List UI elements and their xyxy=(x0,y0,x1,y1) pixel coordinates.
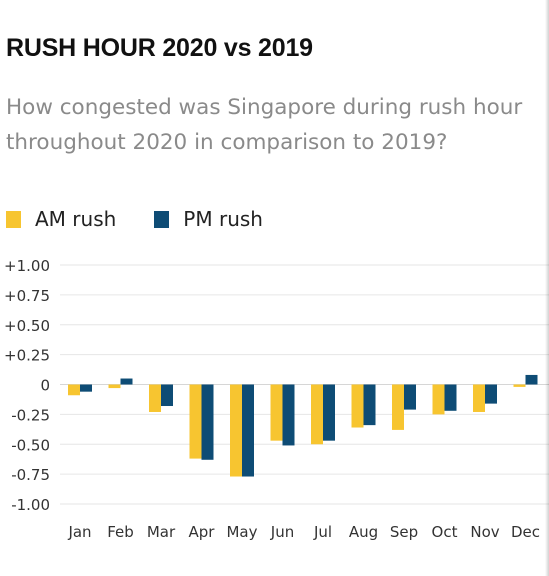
x-tick-label: Feb xyxy=(107,523,134,541)
edge-shadow xyxy=(545,0,549,576)
bar xyxy=(363,384,376,426)
bar xyxy=(149,384,161,412)
chart-title: RUSH HOUR 2020 vs 2019 xyxy=(6,34,313,62)
bar xyxy=(444,384,457,411)
bar xyxy=(513,384,526,387)
bar xyxy=(230,384,242,477)
bar xyxy=(351,384,364,428)
bar xyxy=(392,384,404,430)
legend-swatch-am xyxy=(6,210,21,228)
bar xyxy=(120,378,133,385)
bar xyxy=(323,384,335,441)
x-tick-label: Jul xyxy=(313,523,332,541)
bar xyxy=(80,384,92,392)
legend-item-pm: PM rush xyxy=(154,207,263,231)
y-tick-label: +1.00 xyxy=(4,257,50,275)
bar xyxy=(270,384,283,441)
y-tick-label: +0.25 xyxy=(4,347,50,365)
x-tick-label: Jun xyxy=(270,523,294,541)
bar xyxy=(189,384,202,459)
y-tick-label: -0.75 xyxy=(11,466,50,484)
x-tick-label: May xyxy=(226,523,257,541)
bar xyxy=(473,384,485,412)
bar-chart: +1.00 +0.75 +0.50 +0.25 0 -0.25 -0.50 -0.75 -1.0… xyxy=(4,257,549,541)
bar xyxy=(242,384,254,477)
legend-swatch-pm xyxy=(154,210,170,228)
y-tick-label: -0.50 xyxy=(11,436,50,454)
bar xyxy=(311,384,323,445)
x-tick-label: Jan xyxy=(67,523,91,541)
x-tick-label: Mar xyxy=(147,523,176,541)
x-tick-label: Nov xyxy=(470,523,499,541)
legend: AM rush PM rush xyxy=(6,207,301,231)
x-tick-label: Apr xyxy=(189,523,216,541)
x-tick-label: Sep xyxy=(390,523,418,541)
legend-label-pm: PM rush xyxy=(183,207,263,231)
bar xyxy=(282,384,295,446)
legend-label-am: AM rush xyxy=(35,207,117,231)
legend-item-am: AM rush xyxy=(6,207,116,231)
y-tick-label: +0.75 xyxy=(4,287,50,305)
bar xyxy=(108,384,121,389)
bar xyxy=(68,384,80,396)
x-tick-label: Dec xyxy=(511,523,540,541)
bar xyxy=(485,384,497,404)
bar xyxy=(525,374,538,385)
y-tick-label: -1.00 xyxy=(11,496,50,514)
y-tick-label: 0 xyxy=(40,377,50,395)
bar xyxy=(161,384,173,407)
y-tick-label: +0.50 xyxy=(4,317,50,335)
bar xyxy=(404,384,416,410)
y-tick-label: -0.25 xyxy=(11,406,50,424)
x-tick-label: Aug xyxy=(349,523,378,541)
bar xyxy=(432,384,445,415)
bar xyxy=(201,384,214,460)
x-tick-label: Oct xyxy=(432,523,458,541)
chart-subtitle: How congested was Singapore during rush … xyxy=(6,95,523,155)
